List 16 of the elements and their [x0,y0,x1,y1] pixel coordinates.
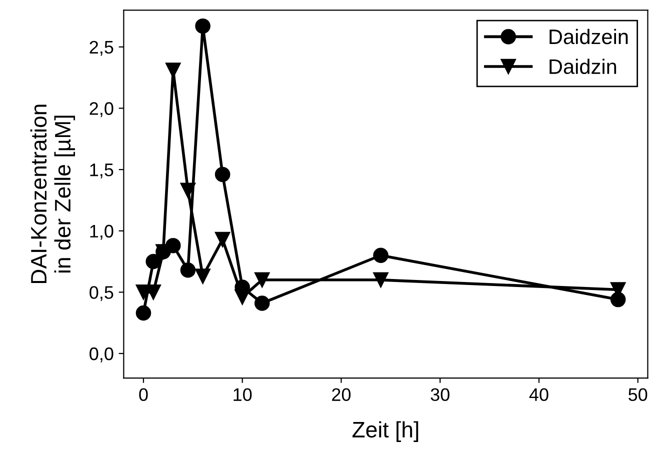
y-tick-label: 2,5 [90,40,114,56]
legend-label: Daidzin [550,58,616,74]
x-tick-label: 20 [332,388,351,402]
x-tick-label: 40 [529,388,548,402]
x-tick-label: 0 [139,388,148,402]
y-tick-label: 2,0 [90,102,114,118]
y-axis-title: DAI-Konzentration in der Zelle [µM] [30,104,75,284]
x-tick-label: 50 [628,388,648,402]
y-tick-label: 1,5 [90,164,114,178]
x-axis-title: Zeit [h] [352,421,418,442]
y-tick-label: 0,5 [90,286,114,302]
y-tick-label: 1,0 [90,224,114,240]
x-tick-label: 10 [234,388,252,402]
y-tick-label: 0,0 [90,347,114,362]
legend-label: Daidzein [550,28,628,44]
x-tick-label: 30 [430,388,450,402]
